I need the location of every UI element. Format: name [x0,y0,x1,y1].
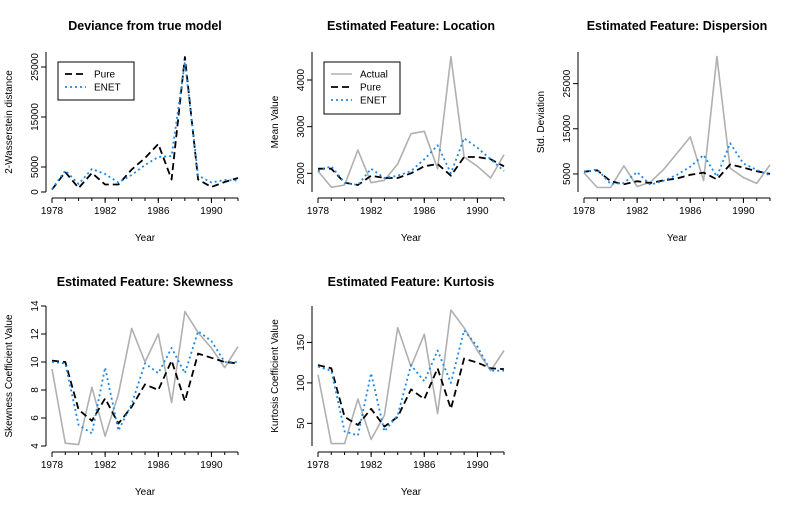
x-axis-label: Year [667,233,688,244]
series-line-pure [318,156,505,186]
x-tick-label: 1986 [413,460,436,471]
legend-label: Pure [94,70,116,81]
y-axis-label: Mean Value [270,95,281,148]
x-tick-label: 1982 [94,206,117,217]
x-tick-label: 1982 [94,460,117,471]
chart-panel-1: Deviance from true model 1978 1982 1986 1990… [4,19,239,244]
legend: Pure ENET [57,61,135,101]
series-line-actual [51,310,239,446]
y-tick-label: 0 [30,189,41,195]
y-tick-label: 50 [296,417,307,429]
x-tick-label: 1986 [147,206,170,217]
series-line-pure [583,163,771,186]
chart-panel-2: Estimated Feature: Location 1978 1982 1986 1… [270,19,505,244]
series-line-pure [51,56,239,191]
chart-panel-3: Estimated Feature: Dispersion 1978 1982 198… [536,19,771,244]
series-line-enet [583,142,771,186]
y-tick-label: 25000 [562,69,573,97]
x-tick-label: 1990 [200,460,223,471]
y-tick-label: 100 [296,374,307,391]
series-line-enet [317,137,505,186]
series-line-actual [583,55,771,189]
x-tick-label: 1982 [626,206,649,217]
x-axis-label: Year [401,233,422,244]
legend: Actual Pure ENET [323,61,401,115]
x-tick-label: 1986 [147,460,170,471]
series-line-actual [317,309,505,445]
x-tick-label: 1986 [413,206,436,217]
y-tick-label: 4 [30,443,41,449]
x-axis-label: Year [135,233,156,244]
chart-title: Estimated Feature: Dispersion [587,19,768,33]
x-tick-label: 1990 [466,206,489,217]
x-tick-label: 1990 [200,206,223,217]
chart-title: Deviance from true model [68,19,222,33]
y-tick-label: 10 [30,356,41,368]
y-tick-label: 15000 [30,103,41,131]
y-axis-label: Skewness Coefficient Value [4,314,15,437]
y-tick-label: 5000 [30,155,41,178]
x-tick-label: 1978 [573,206,596,217]
x-tick-label: 1978 [41,460,64,471]
y-tick-label: 25000 [30,53,41,81]
y-tick-label: 5000 [562,162,573,185]
legend-box [323,61,401,115]
series-line-enet [51,330,238,435]
chart-panel-4: Estimated Feature: Skewness 1978 1982 1986 1… [4,275,239,498]
series-line-pure [51,352,239,425]
x-tick-label: 1978 [307,206,330,217]
chart-title: Estimated Feature: Location [327,19,495,33]
chart-panel-5: Estimated Feature: Kurtosis 1978 1982 1986 1… [270,275,505,498]
x-tick-label: 1978 [41,206,64,217]
legend-box [57,61,135,101]
legend-label: ENET [94,83,121,94]
y-tick-label: 12 [30,328,41,340]
x-tick-label: 1986 [679,206,702,217]
y-axis-label: Std. Deviation [536,91,547,153]
y-tick-label: 8 [30,387,41,393]
x-tick-label: 1990 [732,206,755,217]
chart-title: Estimated Feature: Skewness [57,275,234,289]
y-axis-label: Kurtosis Coefficient Value [270,319,281,433]
y-tick-label: 14 [30,300,41,312]
y-tick-label: 2000 [296,162,307,185]
x-tick-label: 1990 [466,460,489,471]
series-line-enet [317,329,504,437]
x-tick-label: 1978 [307,460,330,471]
y-tick-label: 3000 [296,115,307,138]
y-tick-label: 4000 [296,68,307,91]
y-tick-label: 150 [296,334,307,351]
series-line-actual [317,55,505,189]
legend-label: ENET [360,96,387,107]
x-tick-label: 1982 [360,460,383,471]
x-tick-label: 1982 [360,206,383,217]
y-tick-label: 6 [30,415,41,421]
series-line-pure [317,357,505,428]
y-tick-label: 15000 [562,114,573,142]
legend-label: Actual [360,70,388,81]
legend-label: Pure [360,83,382,94]
chart-title: Estimated Feature: Kurtosis [328,275,495,289]
series-line-enet [51,61,239,190]
y-axis-label: 2-Wasserstein distance [4,70,15,174]
x-axis-label: Year [401,487,422,498]
x-axis-label: Year [135,487,156,498]
